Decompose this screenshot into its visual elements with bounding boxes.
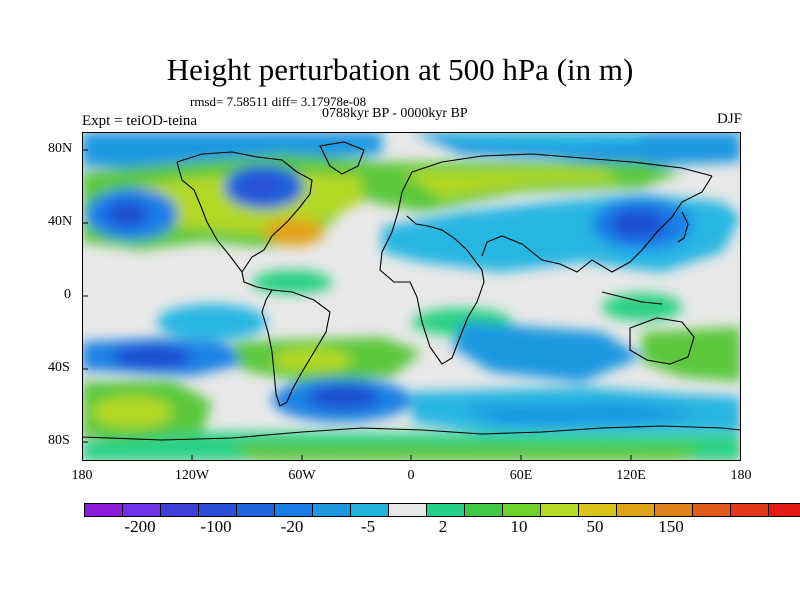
colorbar-swatch [427,504,465,516]
europe-africa-west-coast [379,171,485,365]
perturbation-field [82,132,741,461]
colorbar-swatch [769,504,800,516]
colorbar-label: 10 [510,517,528,536]
japan-coast [677,211,689,243]
period-text: 0788kyr BP - 0000kyr BP [322,106,468,121]
x-tick-label: 120E [616,468,646,483]
colorbar-swatch [503,504,541,516]
map-svg [82,132,741,461]
colorbar-swatch [389,504,427,516]
colorbar-swatch [123,504,161,516]
colorbar-swatch [275,504,313,516]
x-tick-label: 0 [407,468,415,483]
colorbar-swatch [579,504,617,516]
tick-marks [82,149,632,461]
north-america-coast [176,151,313,291]
colorbar-swatch [313,504,351,516]
colorbar-swatch [693,504,731,516]
y-tick-label: 0 [64,287,71,302]
australia-coast [629,317,695,365]
x-tick-label: 180 [730,468,752,483]
north-america-west-coast [176,161,243,273]
colorbar-swatch [541,504,579,516]
colorbar-swatch [199,504,237,516]
greenland-coast [319,141,365,175]
x-tick-label: 120W [174,468,210,483]
south-america-coast [261,289,331,407]
colorbar-swatch [161,504,199,516]
colorbar-swatch [351,504,389,516]
y-tick-label: 80N [48,141,73,156]
map-panel [82,132,741,461]
colorbar-label: -200 [124,517,156,536]
asia-east-coast [481,175,713,273]
y-tick-label: 80S [48,433,70,448]
indonesia-coast [601,291,663,305]
y-tick-label: 40N [48,214,73,229]
colorbar-swatch [85,504,123,516]
eurasia-north-coast [411,153,713,177]
colorbar-swatch [237,504,275,516]
experiment-label: Expt = teiOD-teina [82,113,198,129]
colorbar-swatch [655,504,693,516]
colorbar-label: -100 [200,517,232,536]
y-tick-label: 40S [48,360,70,375]
coastlines [82,141,741,441]
x-tick-label: 60W [288,468,316,483]
antarctica-coast [82,425,741,441]
stats-text: rmsd= 7.58511 diff= 3.17978e-08 [190,94,367,109]
colorbar-label: 2 [438,517,448,536]
colorbar-swatch [731,504,769,516]
colorbar-label: 50 [586,517,604,536]
colorbar-swatch [465,504,503,516]
colorbar-label: -20 [280,517,304,536]
season-label: DJF [716,111,742,127]
x-tick-label: 60E [509,468,533,483]
colorbar-label: 150 [658,517,684,536]
colorbar [84,503,800,517]
x-tick-label: 180 [71,468,93,483]
colorbar-label: -5 [360,517,376,536]
colorbar-swatch [617,504,655,516]
map-title: Height perturbation at 500 hPa (in m) [166,52,634,87]
